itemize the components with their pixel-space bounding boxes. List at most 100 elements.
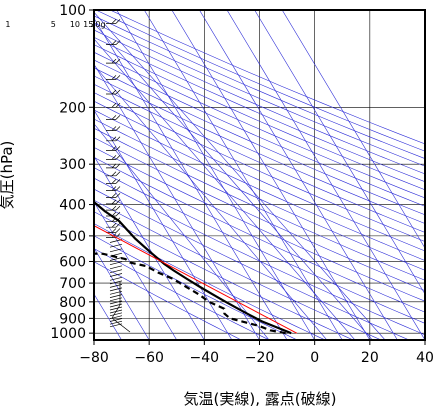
isotherm-line: [94, 247, 150, 340]
wind-barb: [106, 136, 121, 142]
y-tick-label: 500: [59, 229, 86, 245]
y-tick-label: 800: [59, 295, 86, 311]
wind-barb: [106, 40, 121, 45]
y-tick-label: 400: [59, 198, 86, 214]
x-axis-ticks: −80 −60 −40 −20 0 20 40: [79, 340, 434, 366]
dry-adiabat-line: [94, 127, 425, 281]
mixing-ratio-line: [94, 64, 328, 340]
mixing-ratio-line: [94, 11, 386, 340]
isotherm-line: [116, 10, 315, 340]
dry-adiabat-line: [94, 83, 425, 233]
wind-barb: [106, 126, 121, 131]
wind-barb: [106, 19, 121, 24]
y-tick-label: 300: [59, 157, 86, 173]
y-tick-label: 200: [59, 100, 86, 116]
mixing-ratio-label: 1: [5, 20, 10, 29]
dry-adiabat-line: [94, 137, 425, 291]
y-tick-label: 900: [59, 311, 86, 327]
x-tick-label: −20: [245, 350, 275, 366]
wind-barb: [109, 318, 123, 322]
x-tick-label: −40: [190, 350, 220, 366]
dry-adiabat-line: [94, 22, 425, 167]
x-axis-title: 気温(実線), 露点(破線): [184, 390, 337, 408]
wind-barb: [109, 273, 123, 277]
wind-barb: [111, 282, 131, 333]
wind-barb: [106, 58, 121, 64]
dry-adiabat-line: [94, 92, 425, 242]
wind-barb: [109, 243, 123, 248]
dry-adiabat-line: [94, 59, 425, 207]
dry-adiabat-line: [94, 15, 425, 159]
isotherm-line: [94, 201, 178, 340]
dry-adiabat-line: [94, 177, 425, 336]
wind-barb: [109, 261, 123, 266]
wind-barb: [109, 248, 123, 253]
dry-adiabat-line: [94, 188, 410, 340]
y-tick-label: 600: [59, 254, 86, 270]
isotherm-line: [254, 10, 425, 295]
dry-adiabat-line: [94, 100, 425, 252]
x-tick-label: 40: [416, 350, 434, 366]
y-tick-label: 700: [59, 276, 86, 292]
y-tick-label: 1000: [50, 326, 86, 342]
wind-barb: [109, 306, 123, 311]
dry-adiabat-line: [109, 10, 425, 145]
dry-adiabat-line: [94, 147, 425, 302]
dry-adiabat-line: [94, 211, 354, 340]
dry-adiabat-line: [94, 29, 425, 175]
mixing-ratio-label: 10: [70, 20, 80, 29]
dry-adiabat-line: [94, 67, 425, 216]
x-tick-label: 20: [361, 350, 379, 366]
y-tick-label: 100: [59, 3, 86, 19]
wind-barb: [106, 199, 121, 205]
background-grid: [94, 10, 425, 340]
wind-barb: [106, 186, 121, 191]
dry-adiabat-line: [94, 109, 425, 261]
dewpoint-line: [94, 252, 286, 335]
mixing-ratio-line: [94, 38, 356, 340]
wind-barb: [106, 155, 121, 160]
wind-barb: [109, 276, 123, 281]
isotherm-line: [94, 155, 205, 340]
dry-adiabat-line: [94, 235, 298, 340]
temperature-line: [94, 200, 292, 335]
x-tick-label: 0: [310, 350, 319, 366]
dry-adiabat-line: [94, 36, 425, 183]
mixing-ratio-label: 5: [51, 20, 56, 29]
dry-adiabat-line: [94, 44, 425, 191]
wind-barb: [109, 269, 123, 274]
wind-barb: [109, 320, 123, 325]
wind-barb: [106, 146, 121, 151]
mixing-ratio-label: 20g: [90, 20, 105, 29]
wind-barb: [109, 257, 123, 261]
mixing-ratio-line: [94, 22, 373, 340]
wind-barb: [106, 163, 121, 169]
isotherm-line: [226, 10, 425, 340]
mixing-ratio-label: 15: [83, 20, 93, 29]
data-series: [94, 200, 298, 335]
wind-barb: [106, 205, 121, 211]
dry-adiabat-line: [94, 75, 425, 224]
wind-barb: [106, 115, 121, 120]
wind-barb: [109, 312, 123, 317]
x-tick-label: −80: [79, 350, 109, 366]
y-axis-title: 気圧(hPa): [0, 141, 16, 210]
wind-barb: [106, 171, 121, 177]
reference-line: [94, 225, 298, 334]
dry-adiabat-line: [94, 51, 425, 199]
dry-adiabat-line: [94, 157, 425, 313]
dry-adiabat-line: [94, 118, 425, 271]
wind-barb: [106, 179, 121, 184]
dry-adiabat-line: [94, 167, 425, 324]
wind-barb: [106, 103, 121, 108]
wind-barb: [106, 233, 121, 238]
isotherm-line: [281, 10, 425, 249]
wind-barb: [106, 222, 121, 228]
wind-barbs: [106, 19, 131, 333]
wind-barb: [109, 280, 123, 285]
dry-adiabat-line: [95, 10, 425, 152]
